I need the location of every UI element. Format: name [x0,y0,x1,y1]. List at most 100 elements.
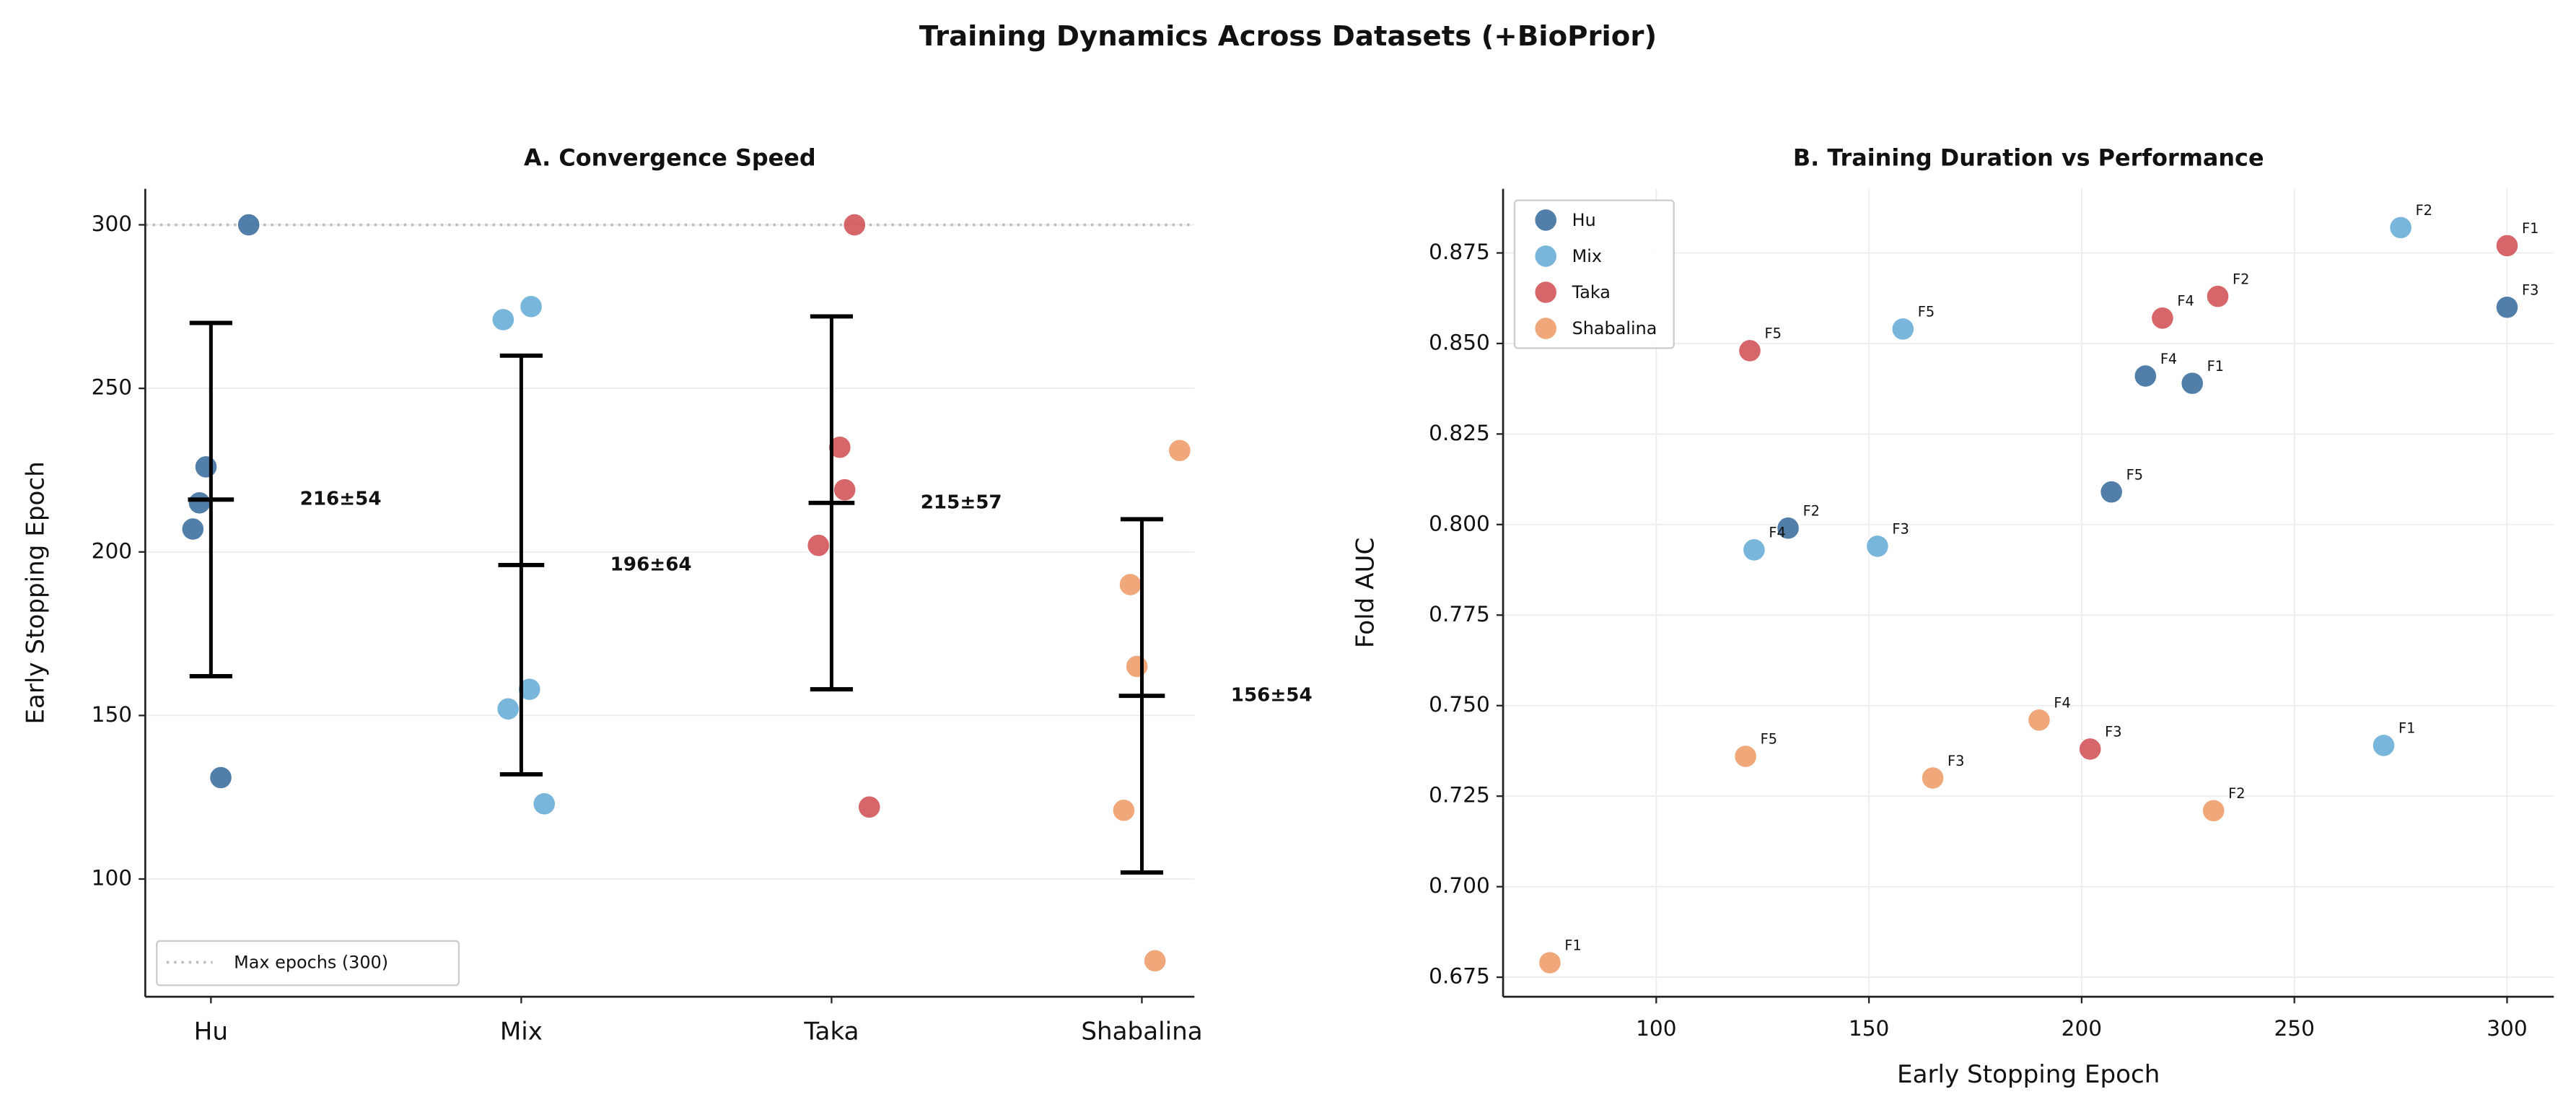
point [827,434,852,460]
legend-swatch [1535,318,1557,339]
y-tick-label: 0.700 [1429,873,1490,898]
point [2180,371,2205,396]
point [1111,797,1136,823]
point [1891,316,1916,341]
point [2371,733,2396,758]
y-tick-label: 0.750 [1429,692,1490,717]
y-tick-label: 0.675 [1429,964,1490,989]
point [1737,338,1763,364]
point [518,294,544,319]
x-tick-label: 300 [2487,1016,2527,1041]
annotation: 196±64 [610,554,692,575]
point [491,307,516,333]
point [1776,515,1801,541]
point [2099,479,2124,504]
point [2494,233,2520,258]
annotation: 156±54 [1231,685,1313,707]
point-label: F4 [2177,293,2194,310]
x-tick-label: Taka [803,1018,859,1046]
point-label: F3 [2522,282,2538,299]
y-tick-label: 0.800 [1429,511,1490,535]
legend-label: Taka [1572,282,1611,302]
point [2494,294,2520,320]
point-label: F1 [2398,720,2415,737]
point [517,677,542,702]
legend-swatch [1535,281,1557,303]
point-label: F3 [2105,724,2121,740]
point [2133,364,2158,389]
legend-swatch [1535,245,1557,267]
point [208,765,234,790]
chart-title: A. Convergence Speed [524,144,816,172]
x-tick-label: Mix [500,1018,543,1046]
point-label: F5 [1918,304,1935,320]
point-label: F4 [2160,351,2177,367]
point [1142,948,1167,974]
x-tick-label: 100 [1636,1016,1676,1041]
y-tick-label: 0.725 [1429,783,1490,808]
point [832,477,857,502]
x-tick-label: 200 [2062,1016,2102,1041]
point-label: F4 [1769,525,1785,541]
point [2201,798,2226,823]
y-tick-label: 300 [92,211,132,236]
point [2205,284,2230,309]
point-label: F3 [1892,521,1909,538]
point [193,454,219,479]
legend-box [1513,199,1675,349]
legend-label: Mix [1572,246,1602,266]
point-label: F1 [2522,220,2538,237]
point [1124,654,1149,679]
point [842,212,867,237]
figure-title: Training Dynamics Across Datasets (+BioP… [919,20,1657,53]
point-label: F2 [1803,503,1820,520]
y-axis-label: Early Stopping Epoch [22,461,51,724]
point-label: F5 [2126,466,2143,483]
y-tick-label: 0.875 [1429,240,1490,264]
point [806,533,831,558]
legend-box [156,940,460,987]
point-label: F5 [1761,731,1777,748]
point [187,490,212,515]
x-tick-label: Shabalina [1081,1018,1202,1046]
point-label: F2 [2228,785,2245,802]
point [1865,533,1890,559]
point [1118,572,1143,598]
y-tick-label: 0.850 [1429,330,1490,354]
y-tick-label: 150 [92,702,132,727]
x-tick-label: Hu [194,1018,228,1046]
x-tick-label: 150 [1849,1016,1889,1041]
point-label: F3 [1948,753,1964,769]
point [2077,736,2103,762]
point [496,696,521,722]
point [2388,215,2414,240]
point [1167,438,1192,463]
y-tick-label: 0.775 [1429,602,1490,626]
point [1920,766,1945,791]
point-label: F4 [2054,695,2070,712]
point [2150,305,2175,331]
y-tick-label: 200 [92,538,132,563]
legend-label: Hu [1572,210,1596,230]
point [2026,707,2052,733]
legend-label: Max epochs (300) [234,953,388,973]
annotation: 215±57 [921,491,1002,513]
legend-label: Shabalina [1572,318,1657,338]
legend-swatch [1535,209,1557,231]
annotation: 216±54 [300,489,382,510]
point-label: F2 [2233,271,2249,287]
point [236,212,261,237]
y-tick-label: 250 [92,375,132,400]
point [1741,537,1766,563]
y-tick-label: 0.825 [1429,421,1490,445]
x-tick-label: 250 [2274,1016,2314,1041]
chart-title: B. Training Duration vs Performance [1793,144,2264,172]
point [1733,743,1758,769]
point [1537,950,1562,976]
y-axis-label: Fold AUC [1351,538,1380,648]
point [532,791,557,816]
x-axis-label: Early Stopping Epoch [1897,1060,2160,1089]
point-label: F1 [1564,937,1581,954]
point [180,516,206,542]
